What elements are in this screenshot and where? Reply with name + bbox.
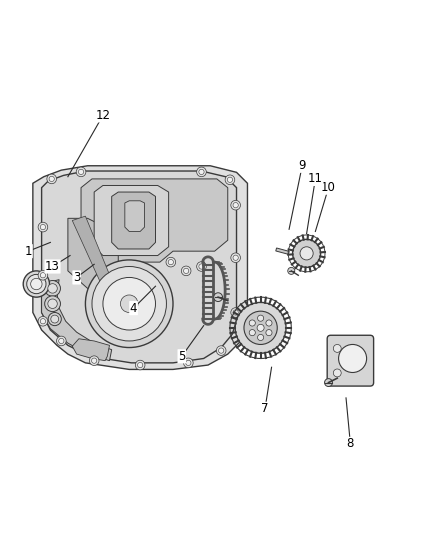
Circle shape	[233, 203, 238, 208]
Circle shape	[103, 278, 155, 330]
Polygon shape	[68, 219, 118, 293]
Circle shape	[51, 315, 59, 323]
Circle shape	[216, 346, 226, 356]
Circle shape	[48, 299, 57, 309]
Circle shape	[45, 280, 60, 296]
Circle shape	[31, 278, 42, 290]
Circle shape	[38, 270, 48, 280]
Polygon shape	[81, 179, 228, 262]
Text: 5: 5	[178, 350, 185, 363]
Text: 9: 9	[298, 159, 306, 172]
Circle shape	[233, 255, 238, 260]
Circle shape	[288, 268, 295, 274]
Circle shape	[249, 329, 255, 336]
Circle shape	[197, 262, 206, 271]
Circle shape	[40, 319, 46, 324]
Circle shape	[78, 169, 84, 174]
Text: 11: 11	[308, 172, 323, 185]
Circle shape	[38, 222, 48, 232]
Text: 8: 8	[347, 438, 354, 450]
Circle shape	[23, 271, 49, 297]
Circle shape	[45, 296, 60, 312]
Circle shape	[244, 311, 277, 344]
Circle shape	[257, 324, 264, 332]
Circle shape	[135, 360, 145, 370]
Polygon shape	[125, 201, 145, 231]
Circle shape	[249, 320, 255, 326]
Circle shape	[300, 247, 313, 260]
FancyBboxPatch shape	[327, 335, 374, 386]
Circle shape	[266, 329, 272, 336]
Circle shape	[89, 356, 99, 366]
Polygon shape	[276, 248, 289, 254]
Circle shape	[38, 317, 48, 326]
Circle shape	[40, 273, 46, 278]
Circle shape	[57, 336, 66, 346]
Polygon shape	[33, 166, 247, 369]
Circle shape	[235, 302, 286, 353]
Circle shape	[333, 344, 341, 352]
Circle shape	[184, 268, 189, 273]
Circle shape	[47, 174, 57, 184]
Circle shape	[197, 167, 206, 177]
Text: 10: 10	[321, 181, 336, 194]
Circle shape	[258, 334, 264, 341]
Circle shape	[27, 274, 46, 294]
Circle shape	[76, 167, 86, 177]
Circle shape	[120, 295, 138, 312]
Circle shape	[186, 360, 191, 366]
Circle shape	[85, 260, 173, 348]
Circle shape	[168, 260, 173, 265]
Text: 12: 12	[95, 109, 110, 122]
Polygon shape	[72, 216, 116, 293]
Text: 1: 1	[25, 245, 32, 257]
Circle shape	[40, 224, 46, 230]
Text: 3: 3	[73, 271, 80, 284]
Polygon shape	[94, 185, 169, 255]
Circle shape	[49, 176, 54, 182]
Circle shape	[199, 264, 204, 269]
Circle shape	[233, 310, 238, 315]
Circle shape	[48, 284, 57, 293]
Text: 4: 4	[130, 302, 138, 314]
Text: 13: 13	[45, 260, 60, 273]
Polygon shape	[42, 171, 237, 363]
Circle shape	[219, 348, 224, 353]
Polygon shape	[112, 192, 155, 249]
Circle shape	[181, 266, 191, 276]
Circle shape	[138, 362, 143, 368]
Polygon shape	[42, 280, 112, 361]
Circle shape	[231, 200, 240, 210]
Circle shape	[325, 378, 332, 386]
Circle shape	[333, 369, 341, 377]
Circle shape	[59, 338, 64, 344]
Circle shape	[227, 177, 233, 182]
Circle shape	[231, 308, 240, 317]
Polygon shape	[72, 339, 110, 361]
Circle shape	[225, 175, 235, 184]
Circle shape	[293, 239, 321, 268]
Circle shape	[48, 312, 61, 326]
Circle shape	[258, 315, 264, 321]
Circle shape	[92, 266, 166, 341]
Circle shape	[184, 358, 193, 368]
Circle shape	[166, 257, 176, 267]
Circle shape	[231, 253, 240, 263]
Circle shape	[266, 320, 272, 326]
Circle shape	[214, 293, 223, 302]
Circle shape	[339, 344, 367, 373]
Text: 7: 7	[261, 402, 269, 415]
Circle shape	[199, 169, 204, 174]
Circle shape	[92, 358, 97, 364]
